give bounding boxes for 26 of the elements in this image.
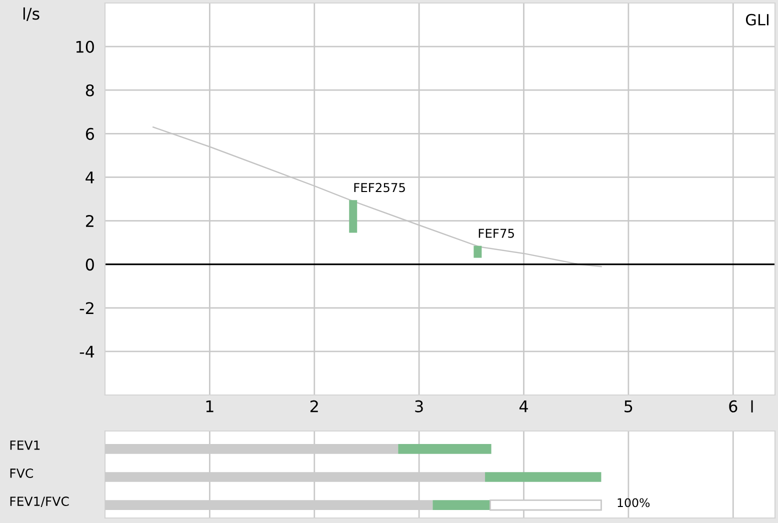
y-tick-label: FEV1 (10, 440, 40, 450)
y-tick-label: FVC (10, 468, 33, 478)
y-tick-label: 2 (86, 214, 94, 227)
x-axis-title: l (751, 400, 753, 412)
y-tick-label: 10 (76, 40, 94, 53)
y-tick-label: 6 (86, 128, 94, 140)
y-tick-label: -2 (80, 302, 94, 314)
annotation: GLI (746, 14, 768, 26)
annotation: FEF75 (478, 228, 514, 238)
bar (485, 472, 602, 482)
bar (432, 500, 490, 510)
annotation: FEF2575 (354, 182, 405, 192)
x-tick-label: 5 (624, 400, 632, 412)
x-tick-label: 2 (310, 400, 318, 412)
y-tick-label: 4 (86, 172, 94, 184)
x-tick-label: 6 (729, 400, 738, 412)
bar (398, 444, 492, 454)
x-tick-label: 4 (519, 400, 528, 412)
annotation: 100% (618, 498, 650, 508)
y-tick-label: FEV1/FVC (10, 496, 69, 507)
y-tick-label: 8 (86, 84, 94, 96)
x-tick-label: 1 (206, 400, 214, 412)
y-tick-label: -4 (80, 346, 94, 358)
y-tick-label: 0 (86, 258, 94, 271)
y-axis-title: l/s (23, 7, 40, 22)
x-tick-label: 3 (415, 400, 423, 412)
